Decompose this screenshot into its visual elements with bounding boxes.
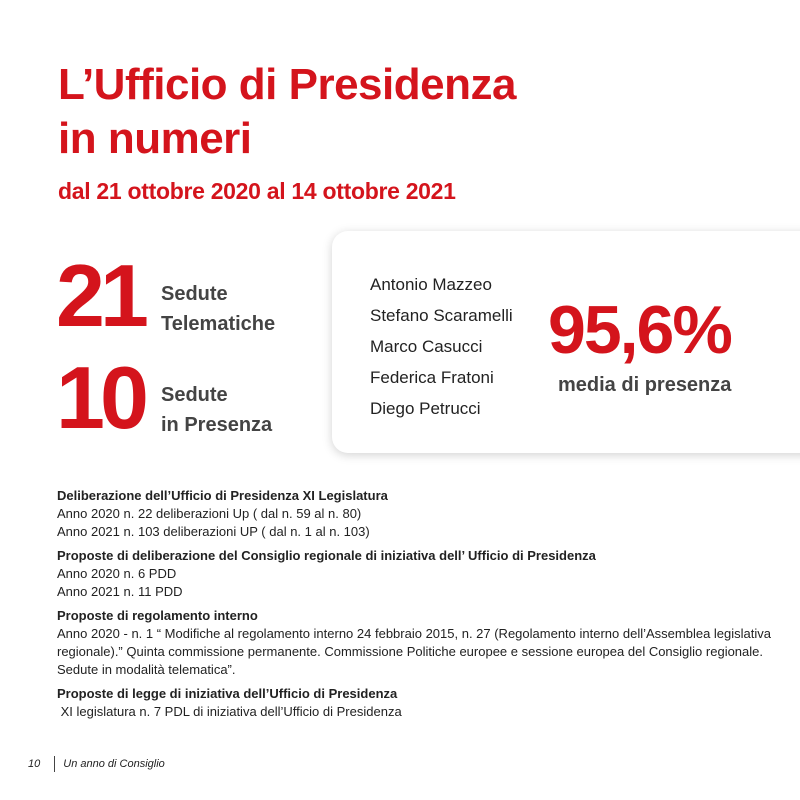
member-name: Marco Casucci xyxy=(370,337,483,356)
footer-divider xyxy=(54,756,56,772)
members-list: Antonio Mazzeo Stefano Scaramelli Marco … xyxy=(370,269,513,424)
label-line: Sedute xyxy=(161,384,228,406)
attendance-percentage: 95,6% xyxy=(548,292,733,368)
section-regolamento: Proposte di regolamento interno Anno 202… xyxy=(57,607,777,679)
title-line-1: L’Ufficio di Presidenza xyxy=(58,60,516,109)
attendance-label: media di presenza xyxy=(558,374,732,396)
section-proposte-deliberazione: Proposte di deliberazione del Consiglio … xyxy=(57,547,777,601)
section-line: Anno 2021 n. 11 PDD xyxy=(57,584,183,599)
member-name: Antonio Mazzeo xyxy=(370,275,492,294)
section-heading: Proposte di legge di iniziativa dell’Uff… xyxy=(57,686,398,701)
publication-name: Un anno di Consiglio xyxy=(63,758,165,770)
section-line: Anno 2021 n. 103 deliberazioni UP ( dal … xyxy=(57,524,370,539)
label-line: Sedute xyxy=(161,283,228,305)
title-line-2: in numeri xyxy=(58,114,252,163)
footer: 10 Un anno di Consiglio xyxy=(28,756,165,772)
page-title: L’Ufficio di Presidenza in numeri xyxy=(58,58,516,166)
stat-telematiche-value: 21 xyxy=(56,246,149,345)
label-line: Telematiche xyxy=(161,313,276,335)
section-heading: Deliberazione dell’Ufficio di Presidenza… xyxy=(57,488,388,503)
stat-presenza-value: 10 xyxy=(56,348,149,447)
page-number: 10 xyxy=(28,758,41,770)
section-line: XI legislatura n. 7 PDL di iniziativa de… xyxy=(57,704,402,719)
section-line: Anno 2020 n. 22 deliberazioni Up ( dal n… xyxy=(57,506,362,521)
section-deliberazioni: Deliberazione dell’Ufficio di Presidenza… xyxy=(57,487,777,541)
section-heading: Proposte di regolamento interno xyxy=(57,608,258,623)
attendance-card: Antonio Mazzeo Stefano Scaramelli Marco … xyxy=(332,231,800,453)
sections: Deliberazione dell’Ufficio di Presidenza… xyxy=(57,487,777,727)
section-heading: Proposte di deliberazione del Consiglio … xyxy=(57,548,596,563)
section-line: Anno 2020 - n. 1 “ Modifiche al regolame… xyxy=(57,626,771,677)
label-line: in Presenza xyxy=(161,414,273,436)
stat-presenza-label: Sedute in Presenza xyxy=(161,380,272,440)
member-name: Diego Petrucci xyxy=(370,399,481,418)
member-name: Stefano Scaramelli xyxy=(370,306,513,325)
stat-telematiche-label: Sedute Telematiche xyxy=(161,279,275,339)
member-name: Federica Fratoni xyxy=(370,368,494,387)
section-line: Anno 2020 n. 6 PDD xyxy=(57,566,177,581)
date-range-subtitle: dal 21 ottobre 2020 al 14 ottobre 2021 xyxy=(58,178,456,204)
section-proposte-legge: Proposte di legge di iniziativa dell’Uff… xyxy=(57,685,777,721)
